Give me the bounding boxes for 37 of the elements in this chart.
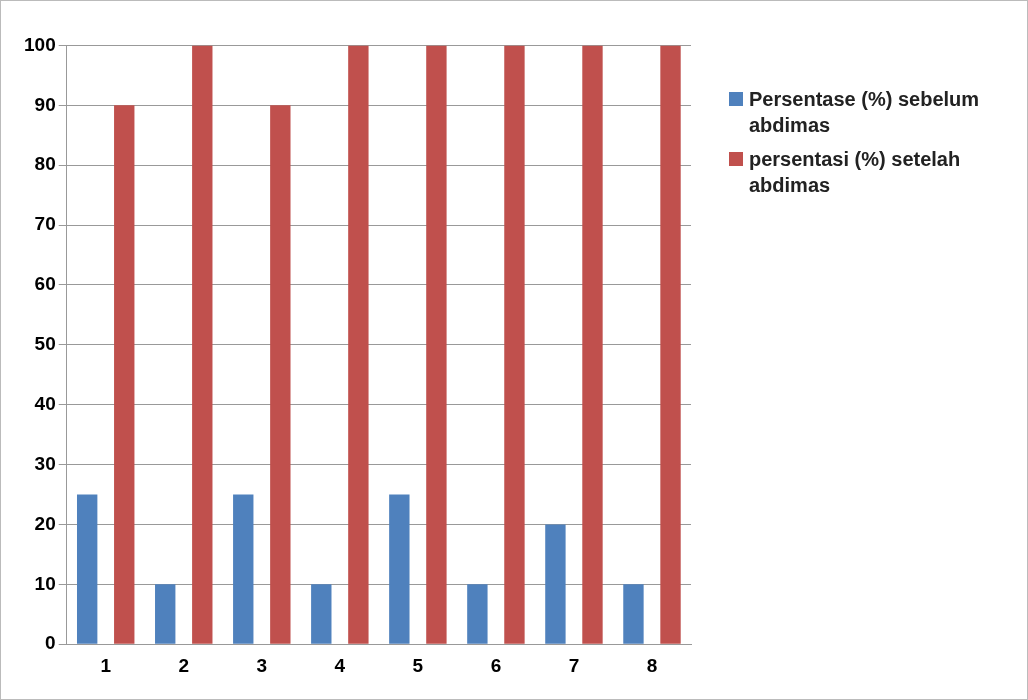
y-tick-label: 70 [34, 213, 56, 235]
y-tick-label: 90 [34, 93, 56, 115]
x-tick-label: 6 [490, 654, 502, 676]
bar [348, 45, 369, 644]
bar [623, 584, 644, 644]
x-tick-label: 5 [412, 654, 424, 676]
bar [233, 494, 254, 644]
y-tick-label: 30 [34, 452, 56, 474]
y-tick-label: 60 [34, 273, 56, 295]
bar [155, 584, 176, 644]
legend-label: Persentase (%) sebelum abdimas [749, 87, 981, 138]
x-tick-label: 1 [100, 654, 112, 676]
x-tick-label: 2 [178, 654, 190, 676]
x-tick-label: 4 [334, 654, 346, 676]
bar [389, 494, 410, 644]
bar [660, 45, 681, 644]
bar [467, 584, 488, 644]
x-tick-label: 3 [256, 654, 268, 676]
y-tick-label: 40 [34, 392, 56, 414]
y-tick-label: 10 [34, 572, 56, 594]
y-tick-label: 100 [24, 33, 56, 55]
x-tick-label: 8 [646, 654, 658, 676]
y-tick-label: 50 [34, 333, 56, 355]
y-tick-label: 80 [34, 153, 56, 175]
bar [545, 524, 566, 644]
bar [426, 45, 447, 644]
y-tick-label: 20 [34, 512, 56, 534]
bar [582, 45, 603, 644]
bar [192, 45, 213, 644]
x-tick-label: 7 [568, 654, 580, 676]
bar [504, 45, 525, 644]
bar [311, 584, 332, 644]
y-tick-label: 0 [45, 632, 56, 654]
legend-label: persentasi (%) setelah abdimas [749, 147, 962, 198]
bar [270, 105, 291, 644]
bar [114, 105, 135, 644]
bar [76, 494, 98, 644]
